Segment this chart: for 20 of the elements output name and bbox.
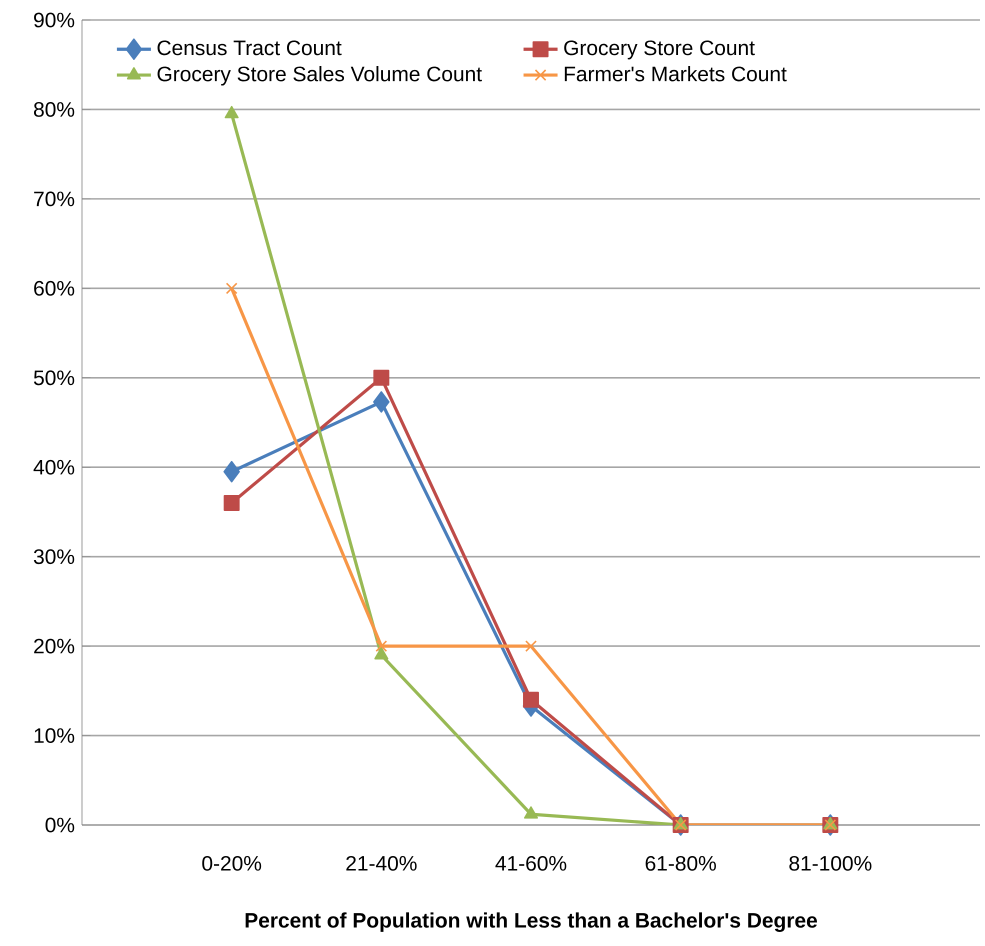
y-tick-label: 90% bbox=[34, 12, 74, 28]
y-tick-label: 60% bbox=[34, 280, 74, 296]
x-axis-title: Percent of Population with Less than a Bachelor's Degree bbox=[246, 912, 817, 932]
x-tick-label: 0-20% bbox=[202, 856, 262, 871]
x-tick-label: 41-60% bbox=[495, 856, 566, 871]
y-tick-label: 50% bbox=[34, 370, 74, 386]
y-tick-label: 20% bbox=[34, 638, 74, 654]
y-tick-label: 0% bbox=[46, 818, 74, 832]
legend-label: Grocery Store Sales Volume Count bbox=[158, 66, 482, 86]
y-tick-label: 70% bbox=[34, 191, 74, 206]
y-tick-label: 80% bbox=[34, 102, 74, 117]
legend-label: Farmer's Markets Count bbox=[564, 66, 787, 82]
legend-label: Census Tract Count bbox=[158, 40, 342, 56]
y-tick-label: 10% bbox=[34, 728, 74, 743]
y-tick-label: 40% bbox=[34, 460, 74, 475]
x-tick-label: 81-100% bbox=[789, 856, 872, 871]
y-tick-label: 30% bbox=[34, 549, 74, 564]
x-tick-label: 61-80% bbox=[646, 856, 716, 871]
x-tick-label: 21-40% bbox=[346, 856, 417, 871]
legend-label: Grocery Store Count bbox=[564, 40, 755, 60]
